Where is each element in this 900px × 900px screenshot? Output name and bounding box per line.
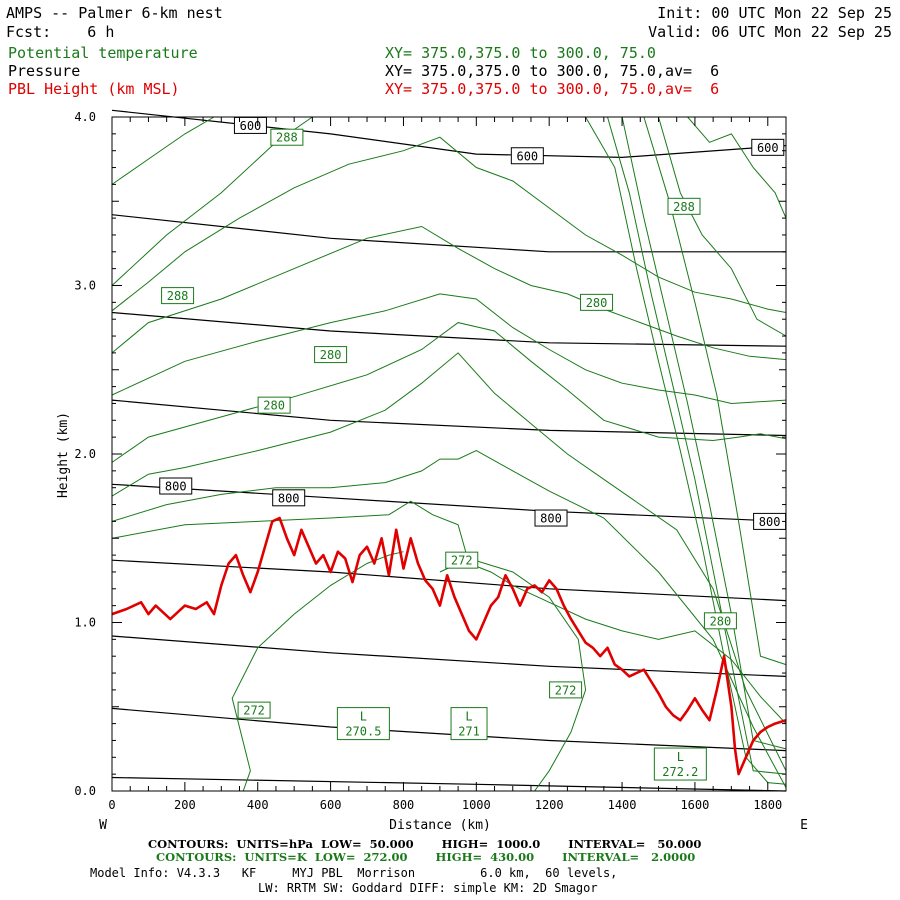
pressure-contour-6: [111, 311, 787, 347]
theta-label-0: 288: [276, 131, 298, 145]
x-tick-label: 1200: [535, 798, 564, 812]
theta-contour-2: [111, 500, 787, 724]
x-tick-label: 800: [393, 798, 415, 812]
pressure-label-0: 600: [240, 119, 262, 133]
y-axis-label: Height (km): [56, 412, 71, 498]
field-pressure-xy: XY= 375.0,375.0 to 300.0, 75.0,av= 6: [385, 62, 720, 80]
theta-label-6: 280: [710, 614, 732, 628]
theta-contour-15: [658, 116, 787, 337]
x-tick-label: 200: [174, 798, 196, 812]
x-tick-label: 1000: [462, 798, 491, 812]
x-tick-label: 1600: [680, 798, 709, 812]
y-tick-label: 1.0: [74, 616, 96, 630]
x-tick-label: 0: [108, 798, 115, 812]
init-time: Init: 00 UTC Mon 22 Sep 25: [657, 4, 892, 22]
theta-label-6-box: [703, 612, 737, 630]
pressure-contour-5: [111, 399, 787, 437]
field-theta-name: Potential temperature: [8, 44, 198, 62]
theta-label-2-box: [161, 287, 195, 305]
y-tick-label: 2.0: [74, 447, 96, 461]
pressure-label-5-box: [534, 509, 568, 527]
pressure-label-4: 800: [278, 491, 300, 505]
theta-label-4: 280: [320, 348, 342, 362]
theta-contour-16: [687, 116, 787, 219]
theta-label-8: 272: [555, 683, 577, 697]
theta-label-9-box: [237, 701, 271, 719]
theta-contour-0: [231, 551, 404, 792]
east-label: E: [800, 818, 808, 833]
theta-label-3: 280: [586, 296, 608, 310]
forecast-hour: Fcst: 6 h: [6, 23, 115, 41]
theta-contour-4: [111, 352, 787, 772]
theta-contour-12: [607, 116, 787, 775]
low-value-0: 270.5: [345, 725, 381, 739]
pressure-contour-4: [111, 483, 787, 522]
theta-label-7-box: [445, 551, 479, 569]
theta-contour-7: [111, 225, 787, 361]
x-tick-label: 600: [320, 798, 342, 812]
theta-contour-3: [111, 450, 787, 788]
west-label: W: [99, 818, 107, 833]
pressure-contour-7: [111, 214, 786, 253]
pressure-label-4-box: [272, 489, 306, 507]
footer-model-physics: LW: RRTM SW: Goddard DIFF: simple KM: 2D…: [258, 881, 598, 895]
low-label-box-2: [653, 747, 707, 781]
y-tick-label: 4.0: [74, 110, 96, 124]
theta-contour-13: [621, 116, 787, 750]
field-pbl-xy: XY= 375.0,375.0 to 300.0, 75.0,av= 6: [385, 80, 720, 98]
theta-label-8-box: [549, 681, 583, 699]
low-marker-1: L: [465, 710, 472, 724]
pressure-contour-2: [111, 635, 787, 677]
footer-theta-contours: CONTOURS: UNITS=K LOW= 272.00 HIGH= 430.…: [156, 850, 696, 864]
field-pressure-name: Pressure: [8, 62, 81, 80]
pressure-label-3: 800: [165, 480, 187, 494]
valid-time: Valid: 06 UTC Mon 22 Sep 25: [648, 23, 892, 41]
theta-contour-1: [439, 557, 587, 792]
pbl-height-line: [111, 516, 787, 776]
footer-pressure-contours: CONTOURS: UNITS=hPa LOW= 50.000 HIGH= 10…: [148, 837, 702, 851]
theta-label-1-box: [667, 197, 701, 215]
x-tick-label: 400: [247, 798, 269, 812]
y-tick-label: 0.0: [74, 784, 96, 798]
low-label-box-0: [336, 707, 390, 741]
plot-frame: [111, 116, 787, 792]
theta-label-0-box: [270, 128, 304, 146]
low-label-box-1: [450, 707, 488, 741]
x-tick-label: 1400: [608, 798, 637, 812]
field-theta-xy: XY= 375.0,375.0 to 300.0, 75.0: [385, 44, 656, 62]
pressure-label-1-box: [510, 147, 544, 165]
field-pbl-name: PBL Height (km MSL): [8, 80, 180, 98]
theta-label-2: 288: [167, 289, 189, 303]
theta-contour-6: [111, 293, 787, 405]
pressure-contour-3: [111, 559, 787, 602]
theta-label-3-box: [580, 293, 614, 311]
chart-title: AMPS -- Palmer 6-km nest: [6, 4, 223, 22]
low-value-2: 272.2: [662, 765, 698, 779]
x-tick-label: 1800: [753, 798, 782, 812]
pressure-label-3-box: [159, 477, 193, 495]
low-marker-2: L: [677, 750, 684, 764]
theta-label-5-box: [257, 396, 291, 414]
theta-label-1: 288: [673, 200, 695, 214]
pressure-label-2: 600: [757, 141, 779, 155]
theta-label-9: 272: [243, 704, 265, 718]
theta-label-7: 272: [451, 554, 473, 568]
low-marker-0: L: [360, 710, 367, 724]
pressure-contour-1: [111, 707, 787, 752]
theta-label-5: 280: [263, 399, 285, 413]
footer-model-info: Model Info: V4.3.3 KF MYJ PBL Morrison 6…: [90, 866, 618, 880]
low-value-1: 271: [458, 725, 480, 739]
theta-contour-10: [111, 116, 215, 185]
pressure-label-1: 600: [516, 149, 538, 163]
x-axis-label: Distance (km): [389, 818, 491, 833]
pressure-label-6: 800: [759, 515, 781, 529]
y-tick-label: 3.0: [74, 279, 96, 293]
pressure-label-2-box: [751, 138, 785, 156]
theta-label-4-box: [314, 346, 348, 364]
pressure-label-5: 800: [540, 512, 562, 526]
theta-contour-11: [585, 116, 787, 785]
theta-contour-8: [111, 136, 787, 313]
